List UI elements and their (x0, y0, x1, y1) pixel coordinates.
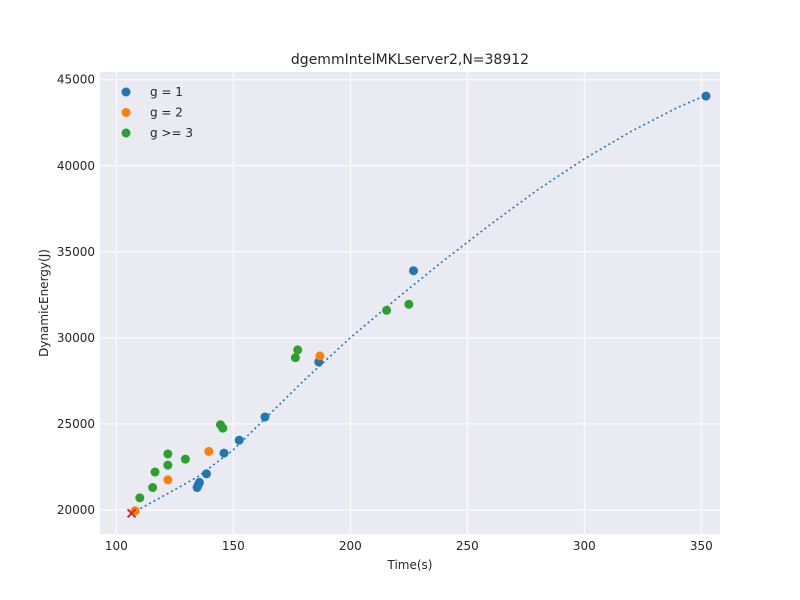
chart-title: dgemmIntelMKLserver2,N=38912 (291, 52, 529, 68)
data-point-series-2 (163, 475, 173, 485)
legend-marker (121, 108, 131, 117)
data-point-series-1 (409, 266, 419, 276)
grid (100, 72, 720, 534)
data-point-series-3 (293, 345, 303, 355)
data-point-series-3 (150, 467, 160, 477)
data-point-series-3 (290, 353, 300, 363)
data-point-series-2 (204, 446, 214, 456)
marker-layer (126, 508, 137, 519)
legend-label: g = 2 (150, 106, 183, 120)
data-point-series-3 (163, 460, 173, 470)
data-point-series-1 (201, 469, 211, 479)
x-tick-label: 300 (573, 539, 596, 553)
x-marker-point (126, 508, 137, 519)
x-tick-label: 350 (690, 539, 713, 553)
data-point-series-3 (148, 483, 158, 493)
x-marker-stroke (126, 508, 137, 519)
data-point-series-1 (701, 91, 711, 101)
legend: g = 1 g = 2 g >= 3 (121, 85, 193, 140)
data-point-series-3 (382, 305, 392, 315)
fit-curve (131, 94, 707, 515)
data-point-series-1 (194, 477, 204, 487)
y-tick-label: 35000 (57, 245, 95, 259)
legend-label: g = 1 (150, 85, 183, 99)
y-axis-label: DynamicEnergy(J) (37, 249, 51, 357)
y-tick-label: 20000 (57, 503, 95, 517)
legend-label: g >= 3 (150, 126, 193, 140)
y-tick-label: 40000 (57, 159, 95, 173)
x-tick-label: 150 (222, 539, 245, 553)
data-point-series-3 (135, 493, 145, 503)
x-tick-label: 100 (105, 539, 128, 553)
x-axis-label: Time(s) (387, 558, 433, 572)
points-layer (130, 91, 711, 516)
tick-labels: 100 150 200 250 300 350 20000 25000 30000 35000 40… (57, 73, 713, 553)
data-point-series-1 (234, 435, 244, 445)
data-point-series-2 (315, 351, 325, 361)
legend-marker (121, 128, 131, 138)
legend-marker (121, 87, 131, 97)
x-tick-label: 250 (456, 539, 479, 553)
data-point-series-1 (219, 448, 229, 458)
data-point-series-3 (218, 423, 228, 433)
y-tick-label: 30000 (57, 331, 95, 345)
data-point-series-3 (163, 449, 173, 459)
data-point-series-3 (404, 299, 414, 309)
fit-curve-layer (131, 94, 707, 515)
x-tick-label: 200 (339, 539, 362, 553)
y-tick-label: 45000 (57, 73, 95, 87)
data-point-series-1 (260, 412, 270, 422)
y-tick-label: 25000 (57, 417, 95, 431)
data-point-series-3 (180, 454, 190, 464)
